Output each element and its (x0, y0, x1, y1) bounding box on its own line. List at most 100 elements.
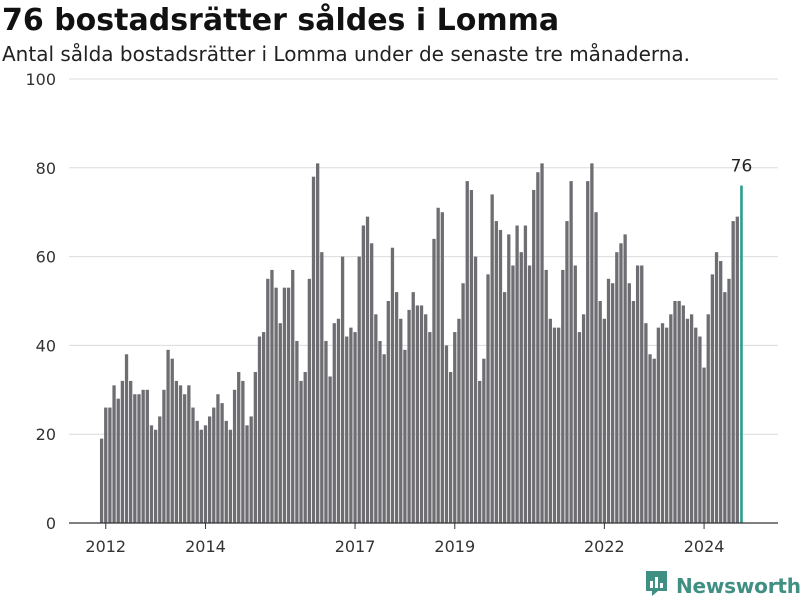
bar (187, 385, 191, 523)
y-tick-label: 100 (25, 70, 56, 89)
bar (511, 265, 515, 523)
bar (436, 207, 440, 523)
bar (332, 323, 336, 523)
bar (316, 163, 320, 524)
bar (133, 394, 137, 523)
bar (257, 336, 262, 523)
bar (386, 301, 390, 523)
bar (581, 314, 586, 523)
bar (199, 429, 203, 523)
bar (378, 340, 382, 523)
bar (665, 327, 669, 523)
bar (382, 354, 386, 523)
bar (270, 269, 274, 523)
bar (515, 225, 519, 523)
bar (652, 358, 656, 523)
bar (532, 190, 536, 523)
bar (723, 292, 727, 523)
chart-title: 76 bostadsrätter såldes i Lomma (2, 3, 560, 38)
bar (473, 256, 478, 523)
bar (478, 380, 482, 523)
bar (141, 389, 145, 523)
bar (519, 252, 523, 523)
bar (311, 176, 316, 523)
bar (232, 389, 237, 523)
bar (228, 429, 233, 523)
bar (361, 225, 366, 523)
bar (207, 416, 212, 523)
bar (507, 234, 511, 523)
bar (714, 252, 719, 523)
annotation-label: 76 (731, 157, 753, 177)
bar (660, 323, 665, 523)
bar (635, 265, 640, 523)
bar (108, 407, 112, 523)
bar (548, 318, 552, 523)
bar (577, 332, 582, 523)
bar (170, 358, 174, 523)
bar (689, 314, 694, 523)
bar (415, 305, 420, 523)
bar (444, 345, 449, 523)
bar (694, 327, 698, 523)
bar (731, 221, 735, 523)
bar (490, 194, 494, 523)
y-tick-label: 20 (36, 425, 56, 444)
bar (137, 394, 141, 523)
bar (112, 385, 116, 523)
chart-subtitle: Antal sålda bostadsrätter i Lomma under … (2, 42, 691, 66)
bar (590, 163, 594, 524)
bar (457, 318, 461, 523)
x-tick-label: 2019 (434, 537, 475, 556)
bar (644, 323, 648, 523)
bar (648, 354, 652, 523)
bar (561, 269, 565, 523)
bar (340, 256, 345, 523)
bar (307, 278, 311, 523)
bar (486, 274, 490, 523)
bar (669, 314, 673, 523)
bar (432, 238, 436, 523)
y-tick-label: 80 (36, 159, 56, 178)
bar (274, 287, 278, 523)
y-tick-label: 60 (36, 248, 56, 267)
bar (286, 287, 291, 523)
bar (253, 372, 257, 523)
bar (295, 340, 299, 523)
bar (615, 252, 619, 523)
bar (174, 380, 179, 523)
bar (116, 398, 120, 523)
bar (602, 318, 607, 523)
bar (183, 394, 187, 523)
x-tick-label: 2022 (584, 537, 625, 556)
y-tick-label: 40 (36, 336, 56, 355)
bar (569, 181, 573, 523)
bar (606, 278, 611, 523)
bar (598, 301, 602, 523)
bar (120, 380, 125, 523)
bar (631, 301, 636, 523)
bar (394, 292, 399, 523)
bar (178, 385, 183, 523)
bar (424, 314, 428, 523)
bar (573, 265, 577, 523)
bar (374, 314, 378, 523)
bar (465, 181, 469, 523)
bar (540, 163, 544, 524)
bar (685, 318, 690, 523)
bar (370, 243, 374, 523)
bar (673, 301, 677, 523)
bar (619, 243, 623, 523)
bar (536, 172, 540, 524)
bar (706, 314, 710, 523)
bar (245, 425, 249, 523)
bar (681, 305, 685, 523)
bar (241, 380, 245, 523)
x-tick-label: 2024 (684, 537, 725, 556)
bar (299, 380, 303, 523)
bar (403, 349, 407, 523)
bar (345, 336, 349, 523)
bar (586, 181, 590, 523)
bar (282, 287, 287, 523)
